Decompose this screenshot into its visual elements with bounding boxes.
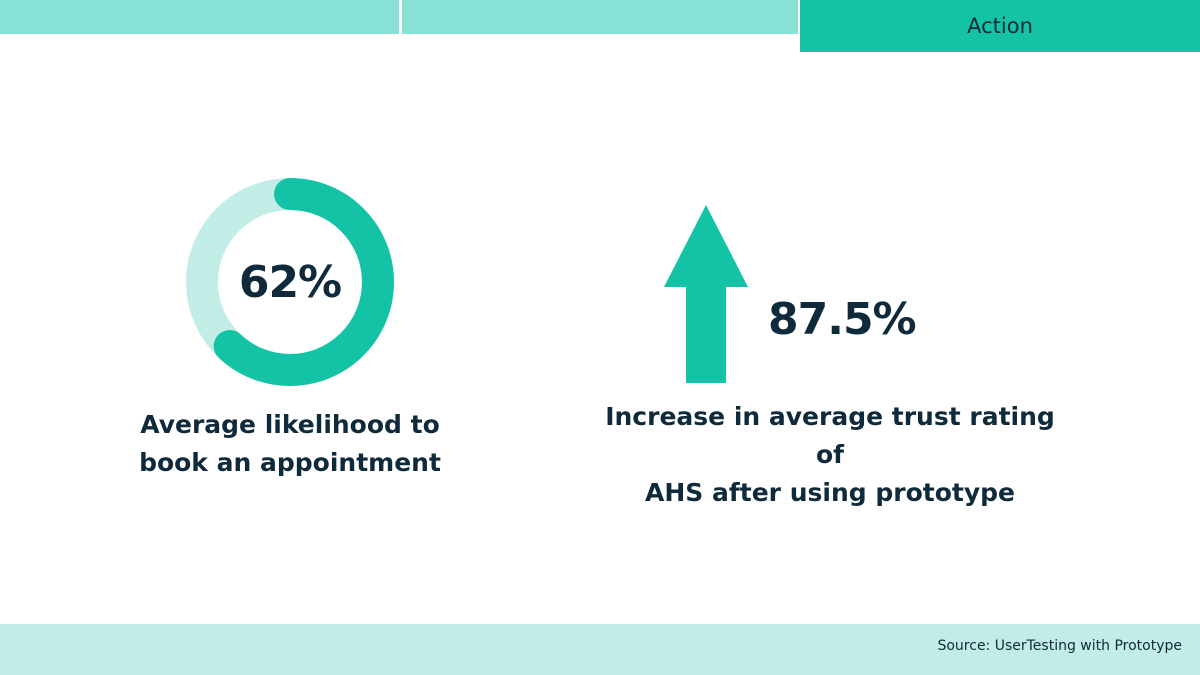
- arrow-up-icon: [664, 205, 748, 383]
- trust-caption-line-2: AHS after using prototype: [645, 478, 1015, 507]
- trust-caption-line-1: Increase in average trust rating of: [605, 402, 1055, 469]
- trust-increase-value: 87.5%: [768, 294, 917, 345]
- donut-caption-line-2: book an appointment: [139, 448, 441, 477]
- progress-segment-1: [0, 0, 399, 34]
- donut-caption: Average likelihood to book an appointmen…: [100, 406, 480, 482]
- trust-caption: Increase in average trust rating of AHS …: [590, 398, 1070, 512]
- footer-bar: Source: UserTesting with Prototype: [0, 624, 1200, 675]
- progress-segment-2: [402, 0, 798, 34]
- donut-value-label: 62%: [238, 256, 342, 308]
- source-note: Source: UserTesting with Prototype: [937, 638, 1182, 654]
- donut-value-arc: [186, 178, 394, 386]
- progress-segment-label: Action: [967, 14, 1033, 38]
- likelihood-donut-chart: [186, 178, 394, 386]
- donut-caption-line-1: Average likelihood to: [140, 410, 440, 439]
- progress-segment-action: Action: [800, 0, 1200, 52]
